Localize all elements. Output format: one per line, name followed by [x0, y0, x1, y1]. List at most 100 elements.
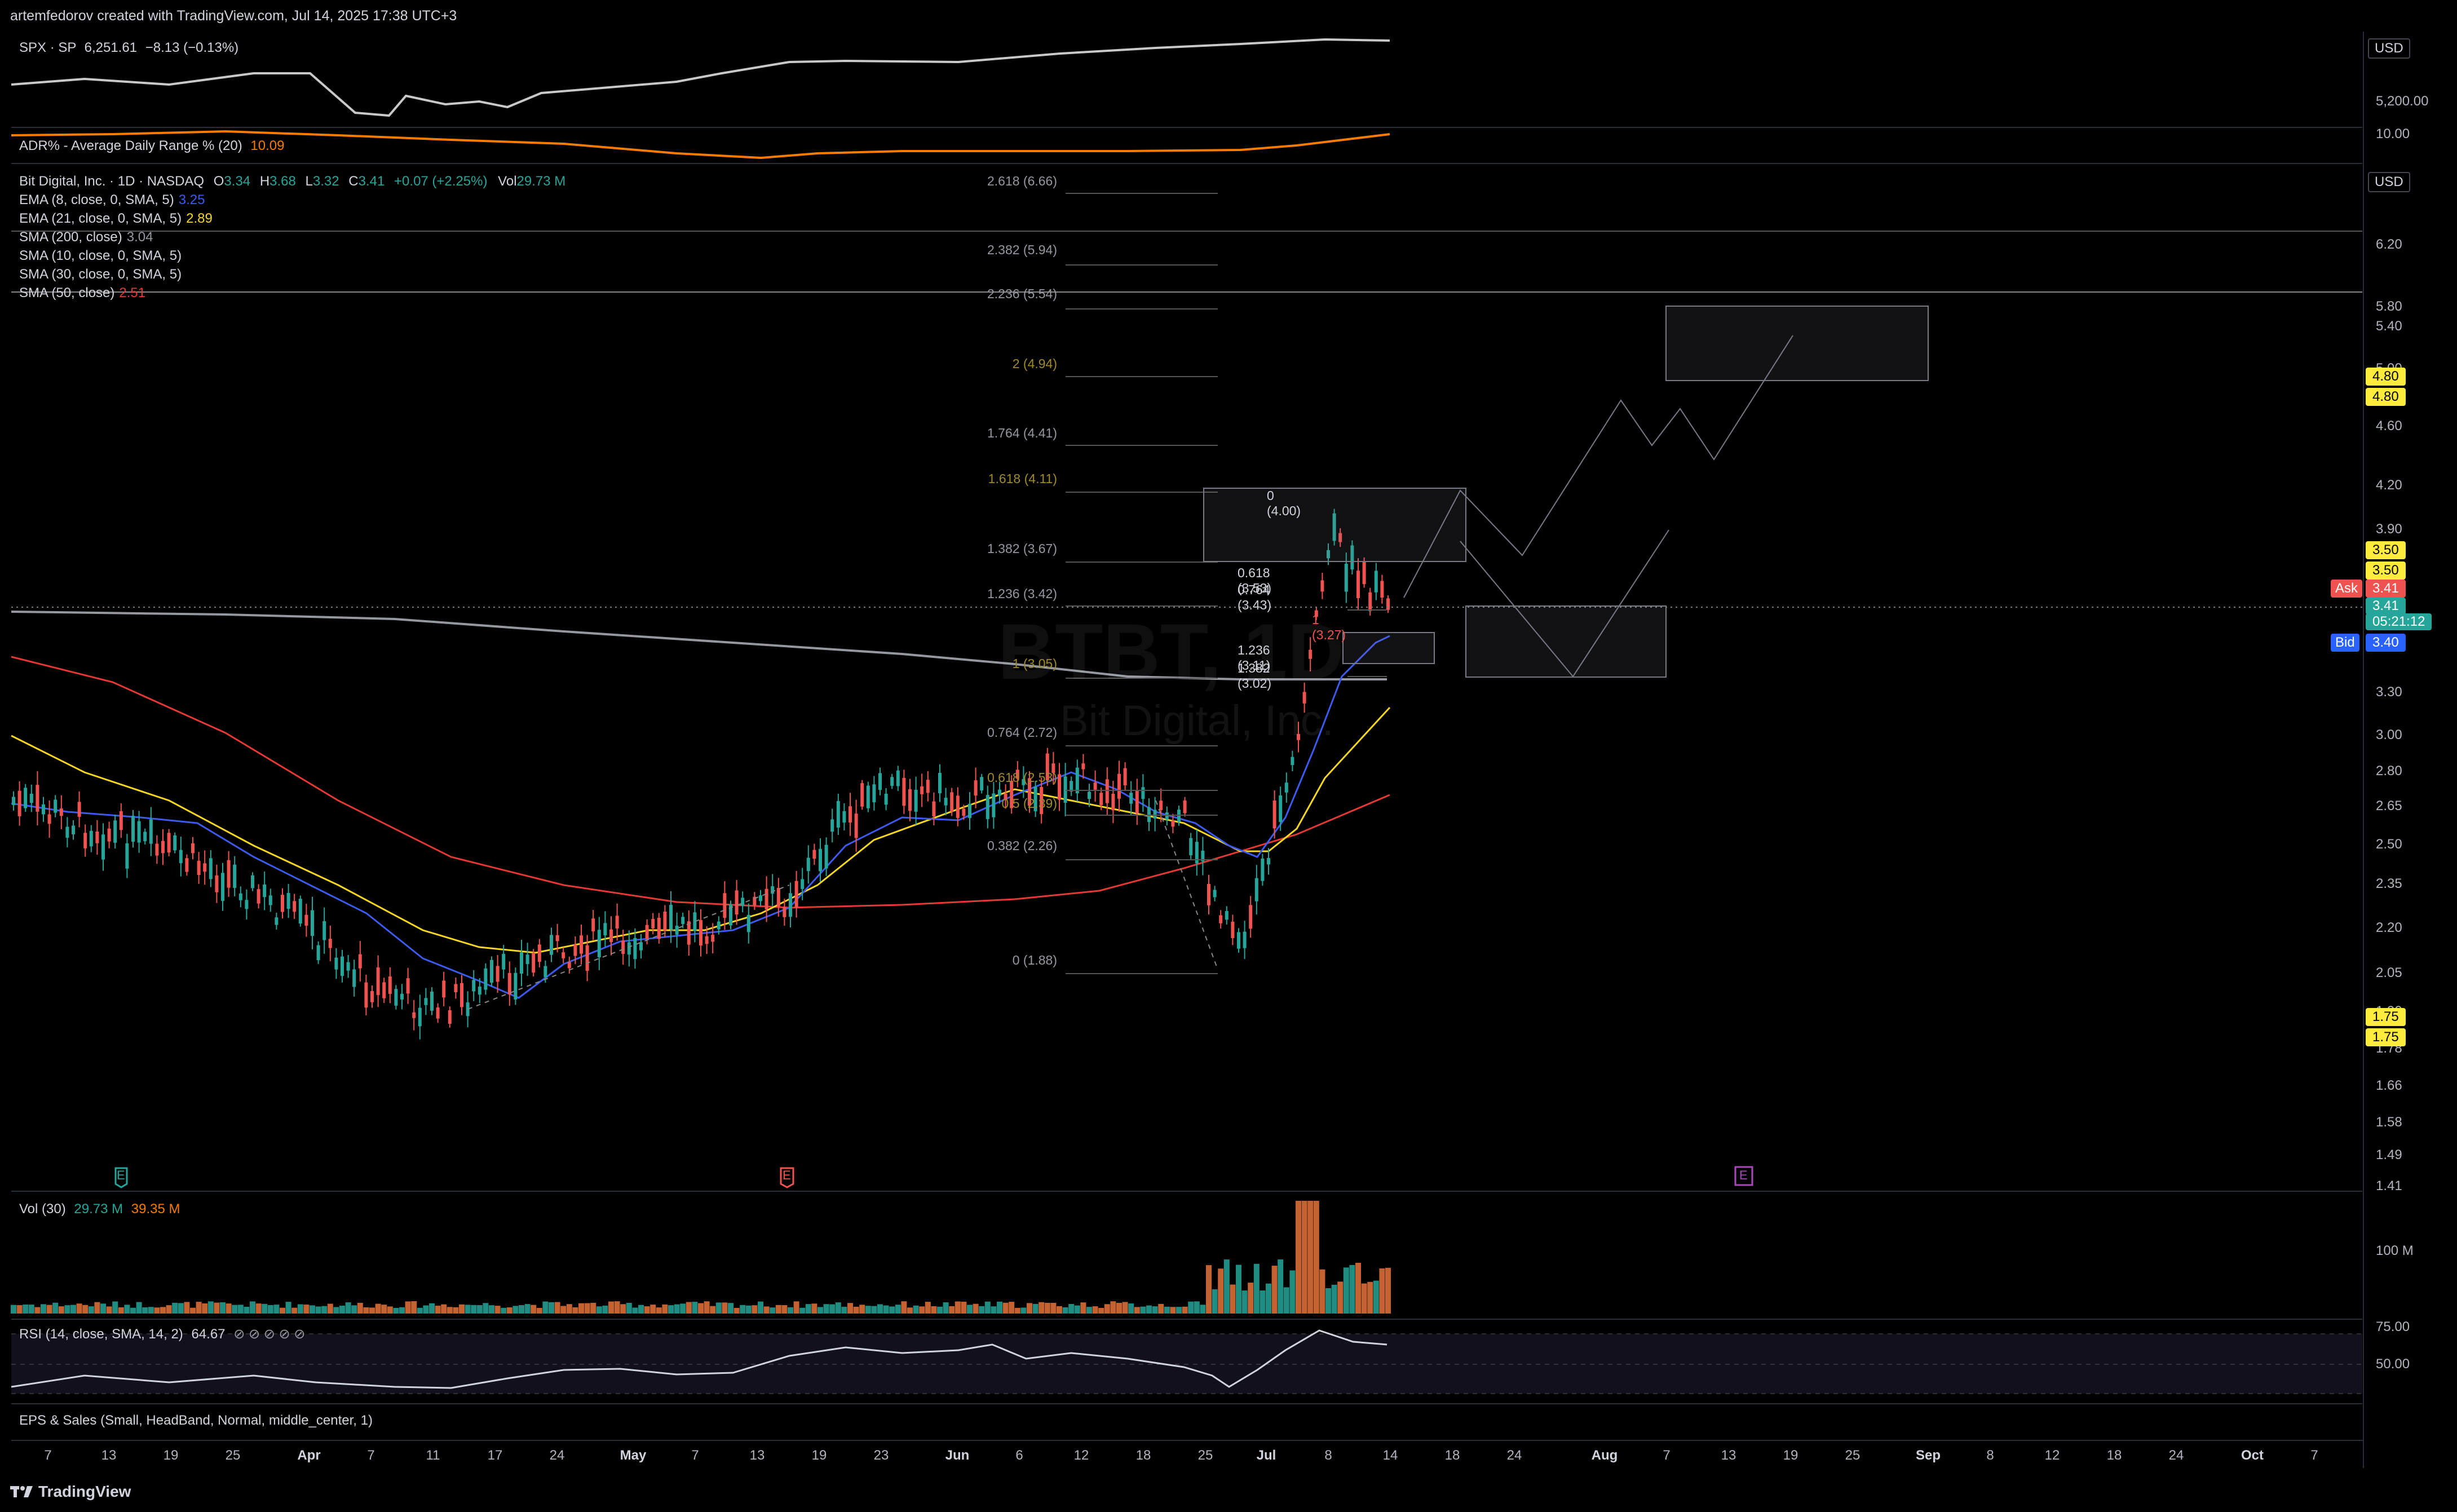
- fib-level-label: 1.382 (3.02): [1238, 661, 1272, 691]
- indicator-row[interactable]: SMA (200, close) 3.04: [19, 228, 565, 246]
- volume-bar: [100, 1303, 106, 1314]
- spx-currency-button[interactable]: USD: [2368, 38, 2410, 59]
- target-label-mid-a: 3.50: [2366, 541, 2406, 559]
- candle-body: [1291, 757, 1294, 766]
- earnings-letter-3[interactable]: E: [1739, 1168, 1748, 1182]
- candle-body: [1171, 820, 1175, 827]
- footer-brand[interactable]: TradingView: [38, 1483, 131, 1500]
- indicator-value: 2.89: [186, 211, 213, 226]
- volume-bar: [531, 1305, 537, 1314]
- candle-body: [442, 980, 446, 998]
- candle-body: [514, 972, 518, 1000]
- volume-bar: [453, 1307, 459, 1314]
- price-axis-tick: 1.66: [2376, 1078, 2402, 1093]
- projection-path-up: [1403, 335, 1793, 598]
- volume-bar: [441, 1304, 447, 1314]
- volume-bar: [1223, 1259, 1230, 1314]
- volume-bar: [190, 1307, 196, 1314]
- candle-body: [1028, 778, 1031, 806]
- time-axis-tick: 8: [1324, 1448, 1332, 1463]
- candle-body: [603, 923, 607, 936]
- volume-bar: [865, 1306, 871, 1314]
- volume-bar: [476, 1305, 483, 1314]
- candle-body: [860, 783, 864, 807]
- volume-bar: [112, 1301, 118, 1314]
- candle-body: [663, 912, 667, 931]
- time-axis-tick: 7: [1663, 1448, 1671, 1463]
- rsi-legend[interactable]: RSI (14, close, SMA, 14, 2) 64.67 ⊘ ⊘ ⊘ …: [19, 1325, 305, 1343]
- price-axis-tick: 6.20: [2376, 237, 2402, 252]
- candle-body: [693, 912, 697, 931]
- candle-body: [525, 954, 529, 965]
- fib-level-label: 0 (4.00): [1267, 488, 1301, 518]
- projection-path-alt: [1460, 529, 1669, 678]
- indicator-row[interactable]: EMA (8, close, 0, SMA, 5) 3.25: [19, 191, 565, 209]
- spx-legend[interactable]: SPX · SP 6,251.61 −8.13 (−0.13%): [19, 38, 238, 57]
- volume-bar: [1260, 1290, 1266, 1314]
- candle-body: [1362, 560, 1366, 585]
- ohlc-close: 3.41: [358, 174, 385, 189]
- volume-bar: [285, 1302, 291, 1314]
- candle-body: [370, 991, 374, 1002]
- indicator-row[interactable]: SMA (50, close) 2.51: [19, 284, 565, 302]
- candle-body: [496, 966, 500, 982]
- volume-bar: [524, 1304, 531, 1314]
- volume-bar: [1379, 1268, 1385, 1314]
- price-axis-tick: 5.80: [2376, 299, 2402, 314]
- candle-body: [113, 820, 117, 843]
- volume-bar: [202, 1303, 208, 1314]
- candle-body: [699, 920, 702, 946]
- volume-bar: [207, 1301, 214, 1314]
- volume-bar: [889, 1306, 895, 1314]
- volume-bar: [46, 1305, 52, 1314]
- volume-bar: [280, 1307, 285, 1314]
- candle-body: [1081, 763, 1085, 770]
- volume-bar: [883, 1305, 889, 1314]
- candle-body: [406, 978, 410, 994]
- candle-body: [227, 860, 231, 888]
- volume-legend[interactable]: Vol (30) 29.73 M 39.35 M: [19, 1200, 180, 1218]
- candle-body: [185, 858, 189, 872]
- target-label-low-b: 1.75: [2366, 1028, 2406, 1046]
- main-currency-button[interactable]: USD: [2368, 172, 2410, 192]
- volume-bar: [745, 1305, 752, 1314]
- fib-level-label: 1.618 (4.11): [988, 471, 1057, 486]
- spx-axis-label: 5,200.00: [2376, 94, 2429, 109]
- eps-legend[interactable]: EPS & Sales (Small, HeadBand, Normal, mi…: [19, 1411, 373, 1430]
- candle-body: [484, 968, 488, 990]
- candle-body: [77, 802, 81, 817]
- bar-countdown: 05:21:12: [2366, 613, 2432, 630]
- rsi-axis-mid: 50.00: [2376, 1356, 2410, 1372]
- main-legend[interactable]: Bit Digital, Inc. · 1D · NASDAQ O3.34 H3…: [19, 172, 565, 302]
- candle-body: [507, 972, 511, 994]
- credit-text: artemfedorov created with TradingView.co…: [10, 8, 457, 24]
- indicator-row[interactable]: SMA (10, close, 0, SMA, 5): [19, 246, 565, 265]
- earnings-letter-1[interactable]: E: [117, 1168, 125, 1182]
- ask-value: 3.41: [2366, 580, 2406, 598]
- volume-bar: [1164, 1306, 1170, 1314]
- candle-body: [1368, 592, 1372, 611]
- tradingview-logo-icon[interactable]: [10, 1485, 36, 1500]
- candle-body: [884, 793, 888, 805]
- time-axis-tick: Jun: [945, 1448, 970, 1463]
- candle-body: [801, 879, 805, 889]
- candle-body: [555, 935, 559, 941]
- candle-body: [502, 953, 506, 970]
- volume-bar: [148, 1307, 154, 1314]
- volume-bar: [572, 1307, 578, 1314]
- candle-body: [819, 848, 822, 872]
- volume-bar: [16, 1305, 23, 1314]
- fib-level-label: 0.618 (3.53): [1238, 565, 1272, 595]
- volume-bar: [1194, 1301, 1200, 1314]
- volume-bar: [686, 1302, 692, 1314]
- indicator-row[interactable]: SMA (30, close, 0, SMA, 5): [19, 265, 565, 284]
- candle-body: [1195, 842, 1199, 864]
- adr-legend[interactable]: ADR% - Average Daily Range % (20) 10.09: [19, 136, 284, 155]
- volume-bar: [638, 1305, 644, 1314]
- volume-bar: [142, 1307, 148, 1314]
- candle-body: [842, 811, 846, 823]
- earnings-letter-2[interactable]: E: [783, 1168, 791, 1182]
- indicator-row[interactable]: EMA (21, close, 0, SMA, 5) 2.89: [19, 209, 565, 228]
- candle-body: [1111, 793, 1115, 811]
